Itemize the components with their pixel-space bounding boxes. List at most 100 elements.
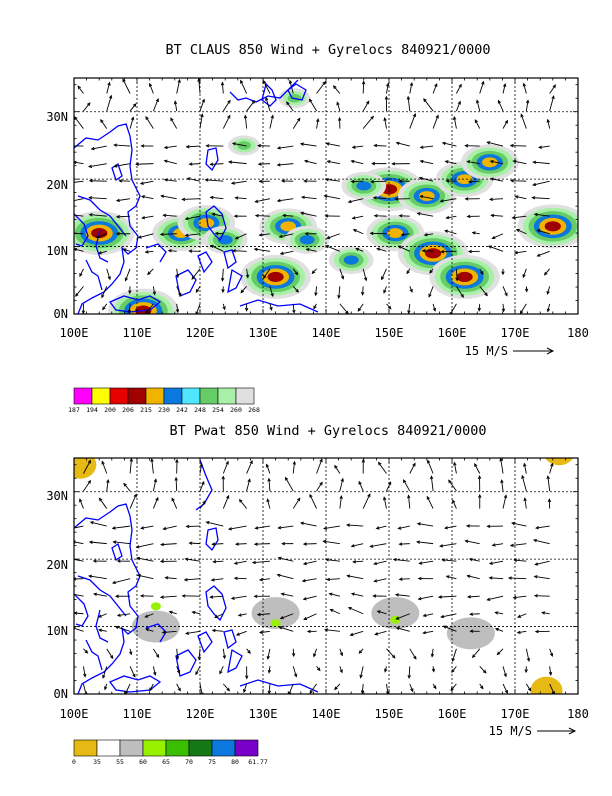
wind-vector [521,114,526,128]
pwat-contour [447,617,495,649]
x-tick-label: 180 [567,707,589,721]
colorbar-swatch [235,740,258,756]
wind-vector [511,146,527,147]
colorbar-label: 254 [212,406,224,414]
x-tick-label: 140E [312,326,341,340]
wind-vector-head [69,592,72,595]
wind-vector [410,649,416,659]
wind-vector-head [66,200,69,203]
colorbar-label: 0 [72,758,76,766]
colorbar-swatch [182,388,200,404]
wind-vector [171,118,177,128]
cloud-contour [344,255,359,264]
chart-title: BT Pwat 850 Wind + Gyrelocs 840921/0000 [170,423,487,439]
colorbar [74,740,258,756]
wind-vector [206,522,223,526]
wind-vector [241,81,247,94]
wind-vector [223,496,228,509]
wind-vector [240,500,247,509]
wind-vector [363,494,370,508]
x-tick-label: 110E [123,326,152,340]
pwat-contour [151,602,161,610]
y-tick-label: 10N [46,624,68,638]
wind-vector [310,495,317,509]
wind-vector [223,116,229,129]
wind-vector [229,526,247,529]
wind-vector [113,526,130,528]
cloud-contour [425,248,441,258]
wind-vector [229,162,247,164]
wind-vector [535,596,550,597]
pwat-contour [64,451,96,479]
wind-vector [123,79,130,93]
pwat-contour [531,677,563,705]
wind-vector [520,304,526,314]
colorbar-swatch [97,740,120,756]
wind-vector [473,649,480,658]
cloud-contour [300,235,315,244]
cloud-contour [387,228,403,238]
wind-vector [130,494,136,508]
colorbar-label: 260 [230,406,242,414]
cloud-contour [545,221,561,231]
wind-vector [550,85,556,93]
x-tick-label: 140E [312,707,341,721]
wind-vector [450,304,456,315]
wind-vector [511,181,526,182]
wind-vector [136,164,153,165]
colorbar-label: 242 [176,406,188,414]
wind-vector [137,544,154,548]
colorbar-label: 206 [122,406,134,414]
colorbar-labels: 0 35 55 60 65 70 75 80 61.77 [72,758,268,766]
wind-vector [91,522,107,526]
y-tick-label: 30N [46,489,68,503]
wind-vector [247,101,255,111]
colorbar-label: 215 [140,406,152,414]
wind-vector [66,199,83,202]
x-tick-label: 130E [249,326,278,340]
wind-vector [532,198,549,199]
wind-vector [317,82,326,94]
wind-vector [223,684,229,691]
wind-vector [386,649,394,658]
wind-vector [153,99,158,111]
coastline-layer [74,460,318,694]
colorbar-label: 75 [208,758,216,766]
x-tick-label: 120E [186,707,215,721]
colorbar-swatch [74,388,92,404]
x-tick-label: 130E [249,707,278,721]
colorbar-swatch [200,388,218,404]
colorbar-swatch [236,388,254,404]
colorbar-label: 187 [68,406,80,414]
colorbar-label: 55 [116,758,124,766]
x-tick-label: 170E [501,707,530,721]
colorbar-label: 80 [231,758,239,766]
wind-vector [304,614,316,620]
wind-vector [428,460,433,473]
vector-scale-arrow [537,728,575,734]
colorbar-label: 268 [248,406,260,414]
wind-vector [113,579,130,583]
wind-vector [404,480,410,491]
colorbar-swatch [143,740,166,756]
wind-vector [278,575,294,579]
wind-vector-head [70,527,73,530]
wind-vector [101,120,107,129]
wind-vector [480,666,486,672]
y-tick-label: 0N [54,687,68,701]
colorbar-label: 61.77 [248,758,268,766]
wind-vector [233,251,247,252]
wind-vector [293,118,300,128]
grid-lines [74,458,578,694]
wind-vector [89,198,107,199]
wind-vector [247,461,253,474]
pwat-contour [271,619,281,627]
wind-vector [75,117,84,129]
colorbar-swatch [146,388,164,404]
x-tick-label: 100E [60,707,89,721]
x-tick-label: 150E [375,326,404,340]
wind-vector [293,498,300,508]
wind-vector [182,199,200,200]
chart-title: BT CLAUS 850 Wind + Gyrelocs 840921/0000 [165,42,490,58]
